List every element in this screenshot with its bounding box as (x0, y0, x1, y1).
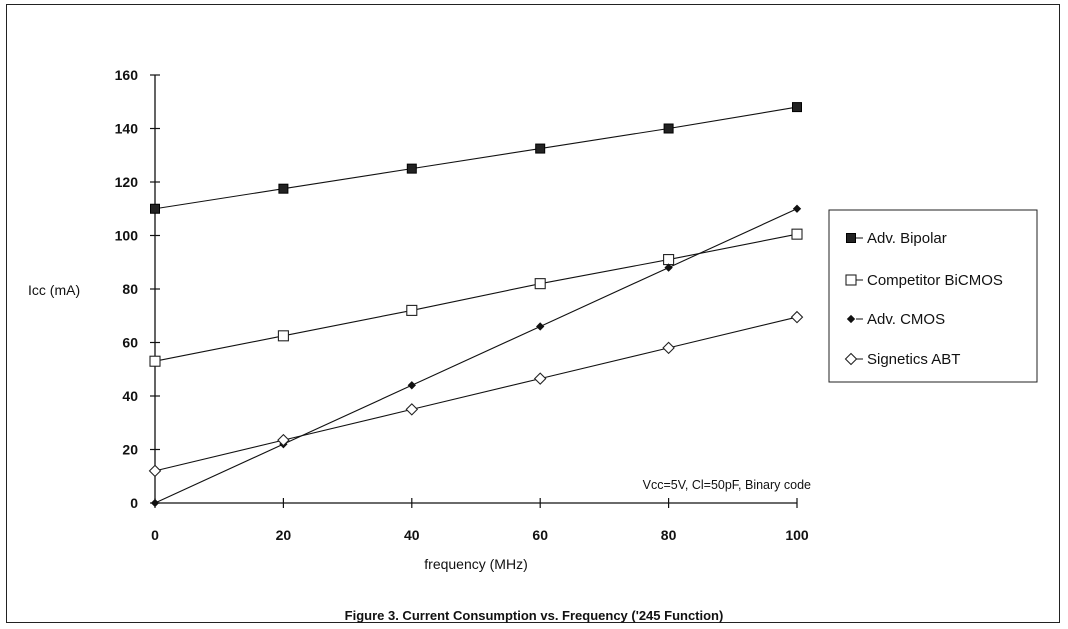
chart-frame (6, 4, 1060, 623)
series-line-competitor-bicmos (154, 233, 798, 362)
y-axis-label: Icc (mA) (28, 282, 80, 298)
x-tick-label: 80 (661, 527, 677, 543)
y-tick-label: 20 (122, 442, 138, 458)
data-point-adv-cmos (792, 204, 802, 213)
data-point-adv-cmos (536, 322, 545, 331)
legend-marker-adv-bipolar (846, 233, 856, 243)
data-point-adv-bipolar (150, 203, 160, 214)
legend-marker-signetics-abt (844, 352, 858, 366)
series-signetics-abt (148, 310, 804, 478)
y-tick-label: 80 (122, 281, 138, 297)
data-point-adv-bipolar (663, 123, 674, 134)
data-point-signetics-abt (148, 464, 162, 478)
legend-label-signetics-abt: Signetics ABT (867, 351, 960, 368)
conditions-annotation: Vcc=5V, Cl=50pF, Binary code (643, 478, 811, 492)
legend-label-competitor-bicmos: Competitor BiCMOS (867, 272, 1003, 289)
x-axis-label: frequency (MHz) (424, 556, 527, 572)
data-point-signetics-abt (405, 403, 419, 416)
y-tick-label: 40 (122, 388, 138, 404)
series-layer (148, 102, 804, 508)
x-tick-label: 60 (532, 527, 548, 543)
legend-box (828, 209, 1038, 383)
data-point-competitor-bicmos (791, 228, 803, 240)
series-line-adv-cmos (154, 208, 798, 504)
legend-label-adv-cmos: Adv. CMOS (867, 311, 945, 328)
data-point-adv-cmos (664, 263, 673, 272)
y-tick-label: 160 (115, 67, 139, 83)
y-tick-label: 140 (115, 121, 139, 137)
data-point-adv-bipolar (535, 143, 546, 154)
x-tick-label: 0 (151, 527, 159, 543)
axes: 0 20 40 60 80 100 120 140 160 0 20 40 60 80 100 (115, 67, 809, 543)
x-tick-label: 100 (785, 527, 809, 543)
data-point-signetics-abt (790, 310, 804, 324)
y-tick-label: 100 (115, 228, 139, 244)
y-tick-label: 120 (115, 174, 139, 190)
series-competitor-bicmos (149, 228, 803, 367)
series-line-signetics-abt (154, 316, 798, 472)
legend-label-adv-bipolar: Adv. Bipolar (867, 230, 947, 247)
data-point-adv-cmos (150, 498, 160, 508)
x-tick-label: 20 (276, 527, 292, 543)
data-point-adv-bipolar (406, 163, 417, 174)
data-point-adv-cmos (407, 381, 416, 390)
series-adv-cmos (150, 204, 802, 508)
legend-marker-adv-cmos (846, 314, 856, 324)
figure-caption: Figure 3. Current Consumption vs. Freque… (345, 608, 724, 623)
data-point-adv-bipolar (792, 102, 802, 113)
data-point-competitor-bicmos (149, 355, 161, 367)
data-point-competitor-bicmos (534, 278, 546, 290)
legend-marker-competitor-bicmos (845, 274, 857, 286)
data-point-competitor-bicmos (663, 254, 675, 266)
series-adv-bipolar (150, 102, 802, 214)
x-tick-label: 40 (404, 527, 420, 543)
data-point-competitor-bicmos (406, 304, 418, 316)
y-tick-label: 60 (122, 335, 138, 351)
y-tick-label: 0 (130, 495, 138, 511)
data-point-signetics-abt (662, 341, 675, 355)
data-point-signetics-abt (277, 433, 290, 447)
data-point-signetics-abt (533, 372, 547, 385)
legend: Adv. Bipolar Competitor BiCMOS Adv. CMOS Si… (828, 209, 1038, 383)
series-line-adv-bipolar (154, 106, 798, 210)
data-point-competitor-bicmos (277, 330, 289, 342)
data-point-adv-bipolar (278, 183, 289, 194)
